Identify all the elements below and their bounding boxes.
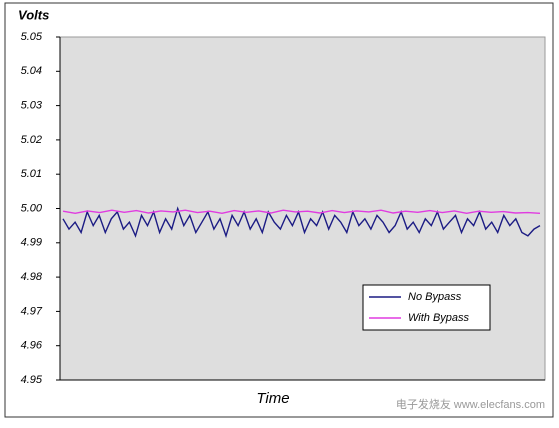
legend-label: No Bypass [408, 291, 462, 303]
y-tick-label: 4.96 [21, 340, 43, 352]
watermark: 电子发烧友 www.elecfans.com [396, 397, 545, 411]
y-axis-label: Volts [18, 7, 49, 22]
legend-box [362, 284, 491, 331]
y-tick-label: 5.04 [21, 65, 42, 77]
y-tick-label: 5.03 [21, 100, 43, 112]
series-line [62, 209, 541, 215]
y-tick-label: 5.01 [21, 168, 42, 180]
legend-label: With Bypass [408, 312, 470, 324]
y-tick-label: 4.98 [21, 271, 43, 283]
x-axis-label: Time [256, 390, 289, 407]
y-tick-label: 4.99 [21, 237, 42, 249]
y-tick-label: 4.97 [21, 305, 43, 317]
series-line [62, 206, 541, 239]
y-tick-label: 5.02 [21, 134, 42, 146]
y-tick-label: 4.95 [21, 374, 43, 386]
y-tick-label: 5.05 [21, 31, 43, 43]
y-tick-label: 5.00 [21, 202, 43, 214]
